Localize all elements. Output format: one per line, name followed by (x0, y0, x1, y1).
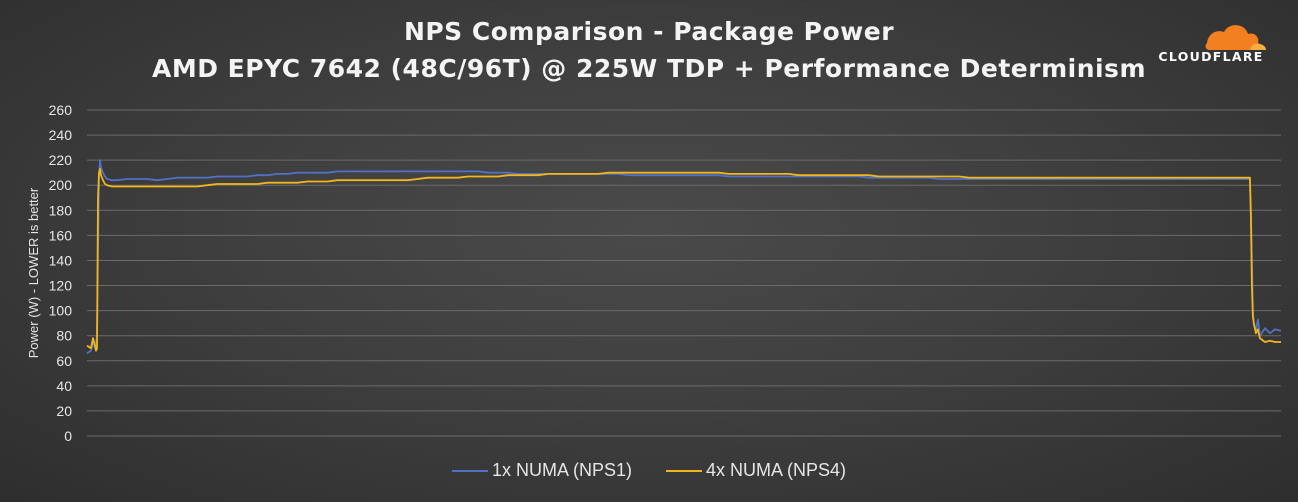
chart-subtitle: AMD EPYC 7642 (48C/96T) @ 225W TDP + Per… (152, 54, 1146, 83)
y-tick-label: 140 (49, 252, 73, 268)
y-tick-label: 40 (56, 378, 72, 394)
y-tick-label: 100 (49, 303, 73, 319)
logo-text: CLOUDFLARE (1158, 49, 1264, 64)
series-lines (86, 159, 1282, 354)
legend-label-nps1: 1x NUMA (NPS1) (491, 460, 632, 480)
y-tick-label: 240 (49, 127, 73, 143)
y-tick-label: 80 (56, 328, 72, 344)
y-tick-label: 200 (49, 177, 73, 193)
y-tick-label: 180 (49, 202, 73, 218)
y-tick-labels: 0 20 40 60 80 100 120 140 160 180 200 220 240 260 (49, 102, 73, 444)
y-tick-label: 160 (49, 227, 73, 243)
y-tick-label: 260 (49, 102, 73, 118)
legend-swatch-nps1 (451, 469, 488, 472)
grid-lines (87, 109, 1281, 437)
cloudflare-logo: CLOUDFLARE (1150, 18, 1272, 66)
y-tick-label: 220 (49, 152, 73, 168)
y-tick-label: 0 (64, 428, 72, 444)
legend-label-nps4: 4x NUMA (NPS4) (706, 460, 847, 480)
y-tick-label: 20 (56, 403, 72, 419)
chart-title: NPS Comparison - Package Power (403, 17, 895, 46)
series-line-nps1 (86, 159, 1282, 354)
series-line-nps4 (86, 167, 1281, 352)
y-tick-label: 120 (49, 278, 73, 294)
legend-item-nps1: 1x NUMA (NPS1) (451, 460, 632, 481)
y-axis-label: Power (W) - LOWER is better (26, 187, 41, 358)
legend-swatch-nps4 (666, 469, 702, 472)
cloud-icon (1205, 25, 1266, 50)
legend: 1x NUMA (NPS1) 4x NUMA (NPS4) (0, 460, 1298, 481)
y-tick-label: 60 (56, 353, 72, 369)
legend-item-nps4: 4x NUMA (NPS4) (666, 460, 846, 481)
